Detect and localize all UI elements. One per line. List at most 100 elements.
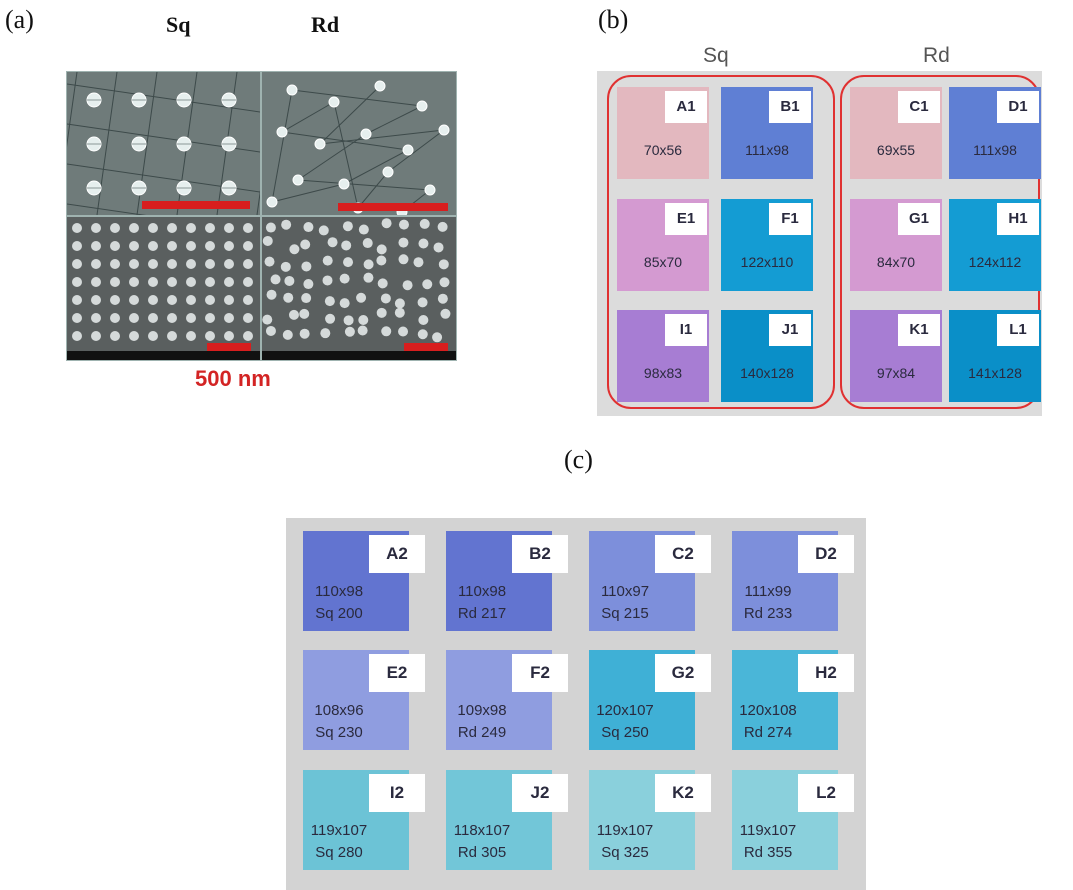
scalebar-sq-bottom [207, 343, 251, 351]
tile-id-label: B1 [769, 91, 811, 123]
sample-tile-k2: K2 119x107 Sq 325 [589, 770, 715, 870]
panel-b-rd-header: Rd [923, 44, 950, 67]
sample-tile-k1: K1 97x84 [850, 310, 942, 402]
tile-size-label: 85x70 [643, 254, 683, 270]
tile-size-label: 122x110 [740, 254, 794, 270]
tile-id-label: K1 [898, 314, 940, 346]
sem-image-rd-bottom [261, 216, 457, 361]
tile-spec-label: Sq 230 [315, 724, 363, 741]
tile-id-label: K2 [655, 774, 711, 812]
sample-tile-d2: D2 111x99 Rd 233 [732, 531, 858, 631]
sem-image-sq-top [66, 71, 261, 216]
tile-size-label: 118x107 [453, 822, 511, 839]
tile-id-label: E1 [665, 203, 707, 235]
tile-size-label: 110x98 [457, 583, 507, 600]
panel-b-sq-header: Sq [703, 44, 729, 67]
sem-image-sq-bottom [66, 216, 261, 361]
tile-size-label: 111x98 [973, 142, 1017, 158]
tile-size-label: 119x107 [739, 822, 797, 839]
tile-size-label: 110x97 [600, 583, 650, 600]
tile-size-label: 111x98 [745, 142, 789, 158]
tile-id-label: A1 [665, 91, 707, 123]
tile-id-label: H1 [997, 203, 1039, 235]
sample-tile-j2: J2 118x107 Rd 305 [446, 770, 572, 870]
sample-tile-c1: C1 69x55 [850, 87, 942, 179]
tile-size-label: 120x108 [739, 702, 797, 719]
panel-b-label: (b) [598, 5, 629, 34]
tile-id-label: H2 [798, 654, 854, 692]
sq-group-outline [607, 75, 835, 409]
tile-spec-label: Sq 250 [601, 724, 649, 741]
tile-id-label: F1 [769, 203, 811, 235]
panel-c-sample-plate: A2 110x98 Sq 200 B2 110x98 Rd 217 C2 110x97 Sq 2… [286, 518, 866, 890]
sample-tile-e2: E2 108x96 Sq 230 [303, 650, 429, 750]
sem-image-rd-top [261, 71, 457, 216]
tile-size-label: 108x96 [314, 702, 364, 719]
tile-id-label: G1 [898, 203, 940, 235]
sample-tile-i2: I2 119x107 Sq 280 [303, 770, 429, 870]
tile-id-label: G2 [655, 654, 711, 692]
tile-id-label: L2 [798, 774, 854, 812]
sample-tile-e1: E1 85x70 [617, 199, 709, 291]
tile-id-label: L1 [997, 314, 1039, 346]
sample-tile-d1: D1 111x98 [949, 87, 1041, 179]
tile-id-label: J1 [769, 314, 811, 346]
tile-spec-label: Sq 200 [315, 605, 363, 622]
sample-tile-b1: B1 111x98 [721, 87, 813, 179]
sample-tile-a2: A2 110x98 Sq 200 [303, 531, 429, 631]
tile-id-label: F2 [512, 654, 568, 692]
scalebar-sq-top [142, 201, 250, 209]
tile-spec-label: Rd 217 [457, 605, 507, 622]
sample-tile-g1: G1 84x70 [850, 199, 942, 291]
panel-b-sample-plate: A1 70x56 B1 111x98 C1 69x55 D1 111x98 E1 85x70 F1 1… [597, 71, 1042, 416]
panel-a-label: (a) [5, 5, 34, 34]
tile-id-label: C1 [898, 91, 940, 123]
sample-tile-h1: H1 124x112 [949, 199, 1041, 291]
tile-size-label: 110x98 [314, 583, 364, 600]
tile-id-label: A2 [369, 535, 425, 573]
scalebar-rd-bottom [404, 343, 448, 351]
sample-tile-b2: B2 110x98 Rd 217 [446, 531, 572, 631]
tile-spec-label: Rd 233 [743, 605, 793, 622]
tile-id-label: D1 [997, 91, 1039, 123]
tile-size-label: 119x107 [596, 822, 654, 839]
tile-id-label: D2 [798, 535, 854, 573]
tile-size-label: 98x83 [643, 365, 683, 381]
tile-size-label: 119x107 [310, 822, 368, 839]
tile-spec-label: Sq 325 [601, 844, 649, 861]
panel-a-rd-header: Rd [311, 12, 340, 37]
tile-size-label: 111x99 [744, 583, 792, 600]
tile-size-label: 124x112 [968, 254, 1022, 270]
tile-size-label: 70x56 [643, 142, 683, 158]
tile-id-label: J2 [512, 774, 568, 812]
sample-tile-g2: G2 120x107 Sq 250 [589, 650, 715, 750]
tile-id-label: I1 [665, 314, 707, 346]
sample-tile-a1: A1 70x56 [617, 87, 709, 179]
scale-label: 500 nm [195, 366, 271, 391]
tile-spec-label: Rd 305 [457, 844, 507, 861]
tile-size-label: 84x70 [876, 254, 916, 270]
tile-id-label: I2 [369, 774, 425, 812]
sample-tile-l2: L2 119x107 Rd 355 [732, 770, 858, 870]
tile-size-label: 109x98 [457, 702, 507, 719]
sample-tile-j1: J1 140x128 [721, 310, 813, 402]
tile-spec-label: Rd 249 [457, 724, 507, 741]
tile-id-label: B2 [512, 535, 568, 573]
tile-size-label: 120x107 [596, 702, 654, 719]
tile-size-label: 97x84 [876, 365, 916, 381]
tile-spec-label: Rd 274 [743, 724, 793, 741]
sample-tile-l1: L1 141x128 [949, 310, 1041, 402]
panel-c-label: (c) [564, 445, 593, 474]
scalebar-rd-top [338, 203, 448, 211]
tile-size-label: 69x55 [876, 142, 916, 158]
sample-tile-f2: F2 109x98 Rd 249 [446, 650, 572, 750]
sample-tile-c2: C2 110x97 Sq 215 [589, 531, 715, 631]
tile-size-label: 141x128 [968, 365, 1022, 381]
sample-tile-i1: I1 98x83 [617, 310, 709, 402]
tile-spec-label: Sq 280 [315, 844, 363, 861]
tile-id-label: E2 [369, 654, 425, 692]
sample-tile-f1: F1 122x110 [721, 199, 813, 291]
tile-size-label: 140x128 [740, 365, 794, 381]
sample-tile-h2: H2 120x108 Rd 274 [732, 650, 858, 750]
tile-id-label: C2 [655, 535, 711, 573]
